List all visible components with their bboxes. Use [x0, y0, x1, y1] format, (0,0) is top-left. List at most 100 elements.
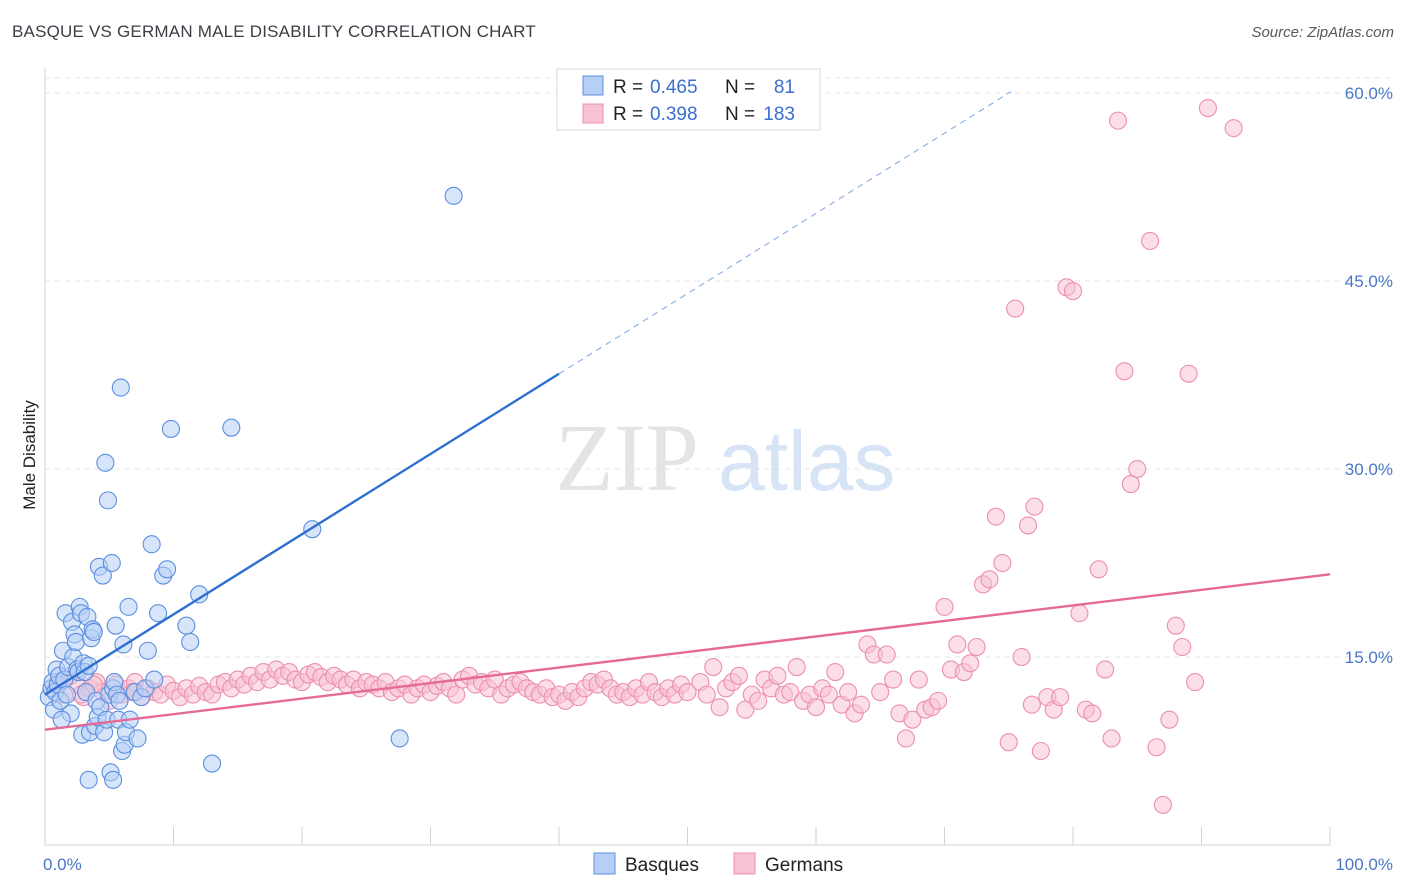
legend-germans-swatch	[582, 103, 604, 124]
data-point	[806, 698, 826, 717]
data-point	[447, 685, 466, 704]
data-point	[1108, 111, 1128, 130]
legend-germans-r-label: R =	[613, 104, 643, 125]
data-point	[57, 685, 76, 704]
legend-basques-n-label: N =	[725, 77, 755, 98]
data-point	[111, 378, 130, 397]
data-point	[1051, 688, 1070, 707]
data-point	[177, 616, 196, 635]
axes	[44, 68, 1331, 846]
data-point	[1012, 647, 1031, 667]
data-point	[1141, 231, 1160, 250]
data-point	[1031, 741, 1050, 761]
data-point	[986, 507, 1005, 526]
data-point	[961, 654, 980, 673]
data-point	[84, 622, 103, 642]
bottom-legend-germans-label: Germans	[765, 855, 843, 876]
data-point	[851, 695, 871, 714]
data-point	[1022, 695, 1041, 714]
data-point	[884, 670, 903, 689]
bottom-legend-germans-swatch	[733, 852, 756, 875]
data-point	[390, 729, 409, 748]
germans-points	[42, 99, 1243, 814]
data-point	[826, 663, 845, 682]
data-point	[787, 657, 806, 677]
watermark-atlas: atlas	[718, 414, 895, 508]
data-point	[52, 710, 71, 729]
data-point	[66, 632, 85, 652]
data-point	[877, 645, 896, 664]
bottom-legend-basques-label: Basques	[625, 855, 699, 876]
data-point	[110, 691, 129, 710]
data-point	[93, 566, 112, 585]
data-point	[839, 683, 858, 702]
legend-germans-r-value: 0.398	[650, 104, 698, 125]
data-point	[1083, 704, 1102, 723]
data-point	[1198, 99, 1217, 118]
data-point	[1121, 475, 1140, 494]
legend: R = 0.465 N = 81 R = 0.398 N = 183	[556, 68, 821, 131]
legend-germans-n-value: 183	[763, 104, 795, 125]
bottom-legend: Basques Germans	[593, 852, 843, 876]
data-point	[1160, 710, 1179, 729]
data-point	[1063, 282, 1083, 301]
data-point	[158, 560, 177, 579]
data-point	[1089, 560, 1108, 579]
data-point	[1166, 616, 1185, 635]
y-tick-label: 60.0%	[1345, 84, 1393, 103]
data-point	[203, 754, 222, 773]
data-point	[444, 186, 463, 205]
data-point	[896, 729, 916, 748]
bottom-legend-basques-swatch	[593, 852, 616, 875]
data-point	[102, 553, 121, 573]
data-point	[935, 597, 954, 616]
data-point	[1070, 604, 1089, 623]
data-point	[1006, 299, 1025, 318]
data-point	[222, 418, 241, 437]
data-point	[1102, 729, 1121, 748]
data-point	[1179, 364, 1198, 383]
y-tick-label: 30.0%	[1345, 460, 1393, 479]
data-point	[710, 698, 729, 717]
data-point	[96, 453, 115, 472]
data-point	[149, 604, 168, 623]
y-axis-label: Male Disability	[20, 400, 39, 510]
data-point	[697, 685, 716, 704]
data-point	[768, 666, 787, 685]
data-point	[1018, 516, 1038, 535]
data-point	[145, 670, 164, 689]
data-point	[993, 553, 1012, 573]
data-point	[819, 685, 838, 704]
germans-trend-line	[44, 573, 1331, 731]
legend-basques-r-value: 0.465	[650, 77, 698, 98]
legend-basques-n-value: 81	[774, 77, 795, 98]
data-point	[1147, 738, 1166, 757]
basques-trend-extension	[558, 90, 1012, 375]
legend-basques-r-label: R =	[613, 77, 643, 98]
data-point	[142, 535, 161, 554]
data-point	[138, 641, 157, 660]
data-point	[128, 729, 147, 748]
data-point	[1025, 497, 1044, 516]
x-tick-label: 100.0%	[1335, 855, 1393, 874]
data-point	[1096, 660, 1115, 679]
data-point	[119, 597, 138, 616]
data-point	[161, 419, 180, 438]
data-point	[104, 770, 123, 789]
tick-labels: 15.0% 30.0% 45.0% 60.0% 0.0% 100.0%	[43, 84, 1393, 874]
watermark-zip: ZIP	[555, 404, 699, 511]
data-point	[79, 770, 98, 789]
data-point	[967, 637, 986, 657]
data-point	[1186, 673, 1205, 692]
legend-basques-swatch	[582, 75, 604, 96]
data-point	[871, 683, 890, 702]
data-point	[729, 666, 748, 685]
legend-germans-n-label: N =	[725, 104, 755, 125]
basques-points	[39, 186, 463, 789]
trend-lines	[44, 90, 1331, 731]
y-tick-label: 45.0%	[1345, 272, 1393, 291]
data-point	[1224, 119, 1243, 138]
data-point	[98, 491, 118, 510]
data-point	[980, 570, 999, 589]
